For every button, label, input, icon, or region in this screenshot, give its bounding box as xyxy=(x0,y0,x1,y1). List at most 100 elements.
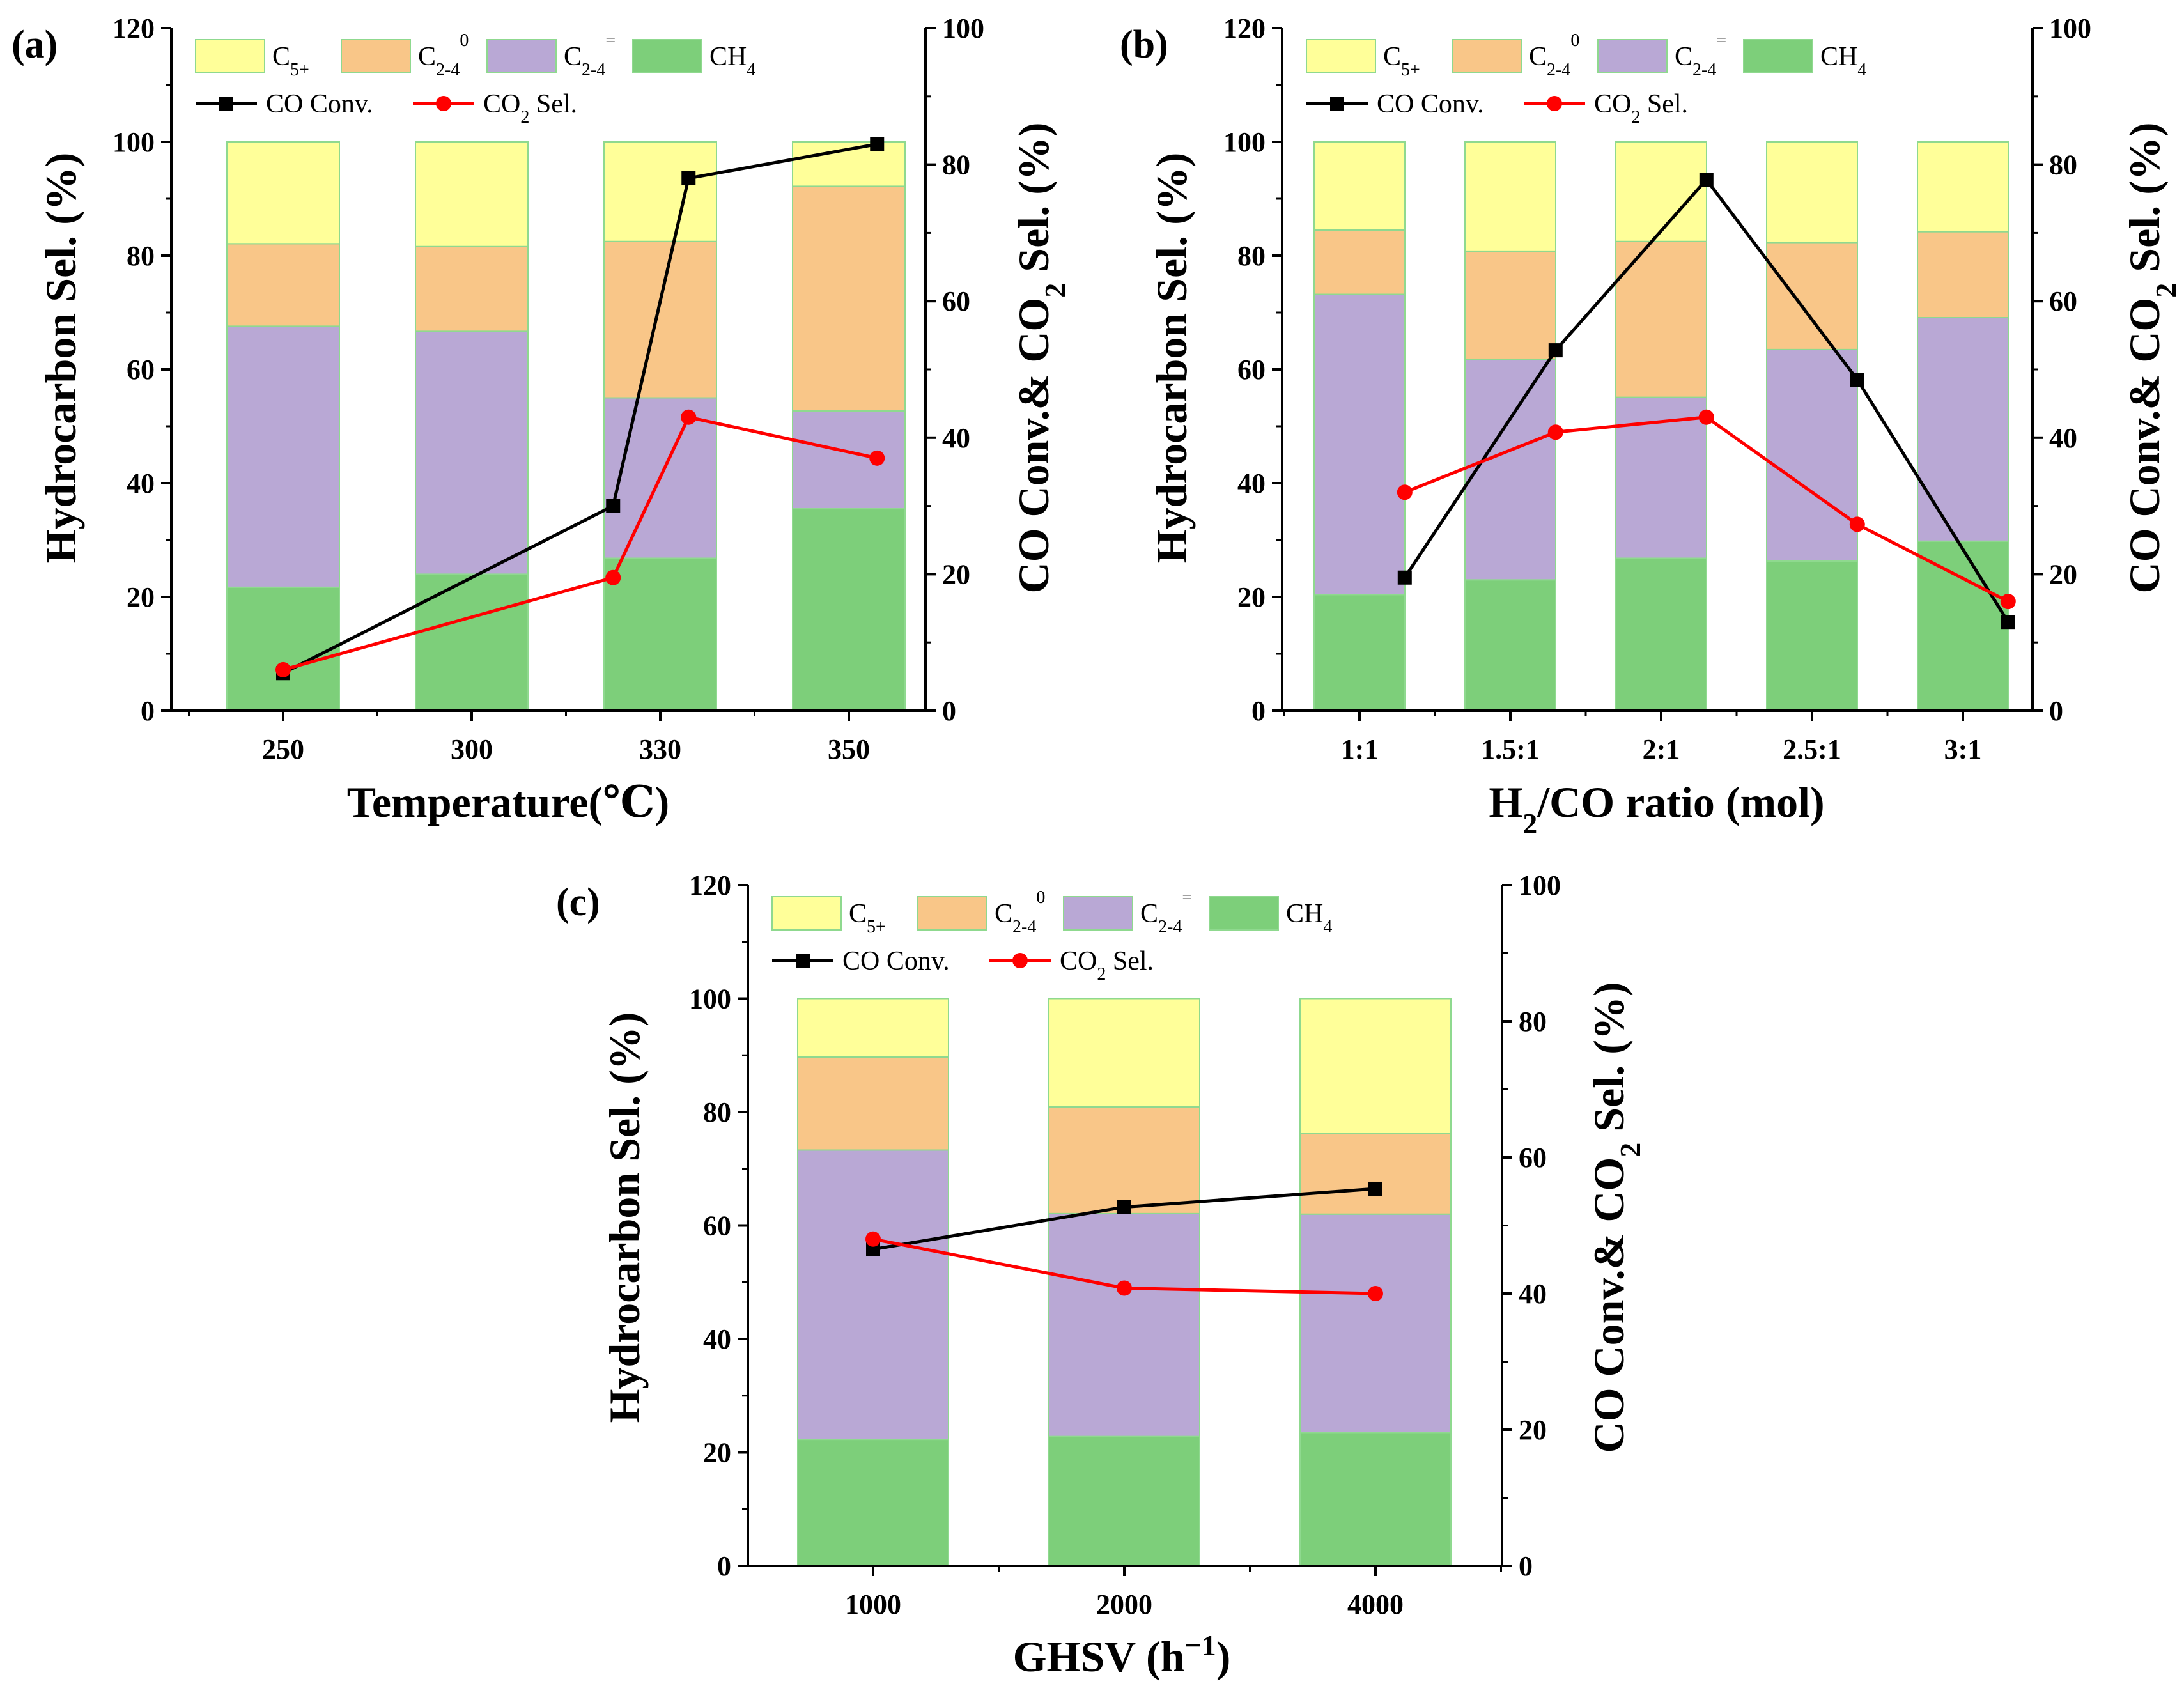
x-tick-label: 1:1 xyxy=(1341,734,1379,765)
right-tick-label: 20 xyxy=(942,559,970,590)
co-conversion-point xyxy=(1368,1181,1382,1196)
bar-segment xyxy=(1313,229,1406,295)
co-conversion-line xyxy=(282,143,878,675)
co2-selectivity-point xyxy=(1117,1280,1132,1296)
right-tick-label: 60 xyxy=(942,286,970,317)
bar-segment xyxy=(1917,317,2009,542)
left-axis-title: Hydrocarbon Sel. (%) xyxy=(600,1012,649,1423)
co2-selectivity-point xyxy=(1397,484,1413,500)
x-tick-label: 300 xyxy=(451,734,493,765)
left-tick-label: 100 xyxy=(112,127,155,158)
legend-co2-sel-label: CO2 Sel. xyxy=(1060,947,1154,984)
co2-selectivity-point xyxy=(1849,516,1865,532)
bar-segment xyxy=(1299,1213,1452,1434)
legend: C5+ C2-40 C2-4= CH4 CO Conv. CO2 Sel. xyxy=(195,31,755,127)
bar-segment xyxy=(797,1056,949,1151)
bar-segment xyxy=(415,330,529,575)
left-tick-label: 20 xyxy=(127,582,155,613)
x-axis-title: H2/CO ratio (mol) xyxy=(1489,778,1824,840)
right-axis-title: CO Conv.& CO2 Sel. (%) xyxy=(1009,122,1071,593)
x-tick-label: 330 xyxy=(639,734,681,765)
right-tick-label: 80 xyxy=(2049,150,2077,181)
co2-selectivity-point xyxy=(681,409,697,425)
legend-co-conv-label: CO Conv. xyxy=(842,947,950,976)
right-tick-label: 20 xyxy=(1519,1414,1547,1446)
legend-ch4-swatch xyxy=(632,39,702,73)
legend: C5+ C2-40 C2-4= CH4 CO Conv. CO2 Sel. xyxy=(771,888,1332,984)
left-tick-label: 0 xyxy=(1251,695,1266,727)
bars xyxy=(797,998,1452,1566)
panel-c: (c) Hydrocarbon Sel. (%) CO Conv.& CO2 S… xyxy=(556,870,1646,1681)
legend-ch4-swatch xyxy=(1209,896,1279,931)
bar-segment xyxy=(792,185,906,412)
bar-segment xyxy=(797,1149,949,1441)
legend-co-conv-marker xyxy=(1330,97,1344,111)
bar-segment xyxy=(603,240,717,399)
legend-c5plus-label: C5+ xyxy=(849,899,886,937)
right-axis-title: CO Conv.& CO2 Sel. (%) xyxy=(2120,122,2182,593)
bar-segment xyxy=(415,141,529,247)
co-conversion-point xyxy=(2001,615,2015,630)
bar-segment xyxy=(1299,998,1452,1134)
lines xyxy=(1397,173,2016,630)
bar-segment xyxy=(415,573,529,712)
bar-segment xyxy=(1048,1106,1200,1214)
legend-c5plus-swatch xyxy=(1306,39,1376,73)
legend-ch4-label: CH4 xyxy=(1820,42,1866,80)
x-tick-label: 1.5:1 xyxy=(1481,734,1540,765)
right-tick-label: 0 xyxy=(1519,1550,1533,1582)
bar-segment xyxy=(1766,560,1858,711)
legend-ch4-label: CH4 xyxy=(1286,899,1332,937)
right-axis-title: CO Conv.& CO2 Sel. (%) xyxy=(1584,982,1646,1453)
axes: 0 20 40 60 80 100 120 0 20 40 60 80 100 1:1 1.5:1 2:1 2.… xyxy=(1223,13,2091,765)
bar-segment xyxy=(1048,1435,1200,1566)
left-tick-label: 40 xyxy=(127,468,155,499)
left-tick-label: 20 xyxy=(1237,582,1266,613)
right-tick-label: 80 xyxy=(942,150,970,181)
left-tick-label: 80 xyxy=(1237,240,1266,272)
legend-c5plus-swatch xyxy=(195,39,265,73)
legend-c24-olefin-swatch xyxy=(1063,896,1133,931)
x-axis-title: Temperature(℃) xyxy=(347,778,670,826)
co-conversion-point xyxy=(1850,373,1864,387)
x-tick-label: 4000 xyxy=(1347,1589,1404,1620)
bar-segment xyxy=(1299,1432,1452,1566)
left-tick-label: 60 xyxy=(1237,354,1266,385)
legend-c24-olefin-swatch xyxy=(486,39,557,73)
co-conversion-point xyxy=(1117,1200,1131,1214)
right-tick-label: 60 xyxy=(2049,286,2077,317)
left-tick-label: 40 xyxy=(703,1324,731,1355)
legend-co2-sel-marker xyxy=(436,96,451,111)
right-tick-label: 0 xyxy=(942,695,956,727)
co2-selectivity-point xyxy=(869,450,885,466)
x-tick-label: 3:1 xyxy=(1944,734,1982,765)
legend-c24-paraffin-swatch xyxy=(917,896,987,931)
co2-selectivity-point xyxy=(605,569,621,585)
co2-selectivity-point xyxy=(2000,594,2016,610)
left-tick-label: 60 xyxy=(127,354,155,385)
legend-ch4-label: CH4 xyxy=(709,42,755,80)
panel-label: (b) xyxy=(1120,23,1168,66)
bar-segment xyxy=(1766,348,1858,562)
x-tick-label: 2.5:1 xyxy=(1783,734,1841,765)
bar-segment xyxy=(1917,231,2009,319)
left-tick-label: 120 xyxy=(689,870,731,901)
right-tick-label: 20 xyxy=(2049,559,2077,590)
x-tick-label: 2000 xyxy=(1096,1589,1152,1620)
right-tick-label: 40 xyxy=(2049,422,2077,454)
x-tick-label: 250 xyxy=(262,734,304,765)
right-tick-label: 100 xyxy=(2049,13,2091,44)
x-axis-title: GHSV (h−1) xyxy=(1013,1629,1231,1681)
bar-segment xyxy=(1048,998,1200,1108)
co2-selectivity-point xyxy=(275,661,291,677)
left-axis-title: Hydrocarbon Sel. (%) xyxy=(1147,153,1196,564)
left-tick-label: 0 xyxy=(141,695,155,727)
left-tick-label: 40 xyxy=(1237,468,1266,499)
legend-co-conv-label: CO Conv. xyxy=(266,89,373,119)
co-conversion-point xyxy=(681,171,696,185)
right-tick-label: 80 xyxy=(1519,1006,1547,1037)
left-tick-label: 60 xyxy=(703,1210,731,1242)
legend-co2-sel-marker xyxy=(1547,96,1562,111)
x-tick-label: 1000 xyxy=(845,1589,901,1620)
co-conversion-point xyxy=(870,137,885,151)
